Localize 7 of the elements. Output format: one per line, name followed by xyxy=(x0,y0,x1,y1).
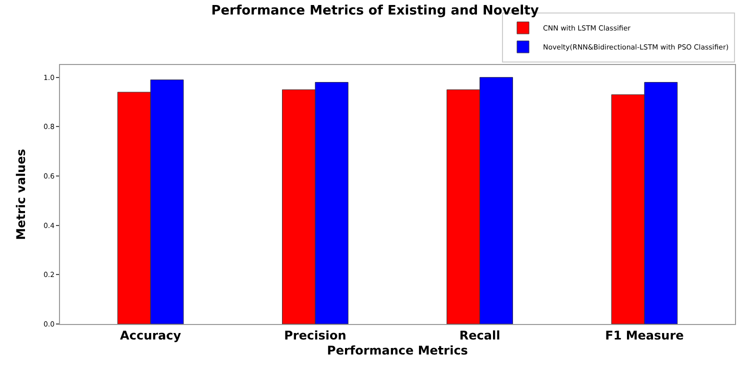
chart-title: Performance Metrics of Existing and Novelty xyxy=(211,4,540,19)
x-tick-label: Precision xyxy=(284,328,346,342)
x-tick-label: Recall xyxy=(459,328,500,342)
x-tick-label: F1 Measure xyxy=(605,328,684,342)
y-axis-title: Metric values xyxy=(14,149,28,240)
x-axis-title: Performance Metrics xyxy=(327,343,468,358)
x-tick-label: Accuracy xyxy=(120,328,182,342)
